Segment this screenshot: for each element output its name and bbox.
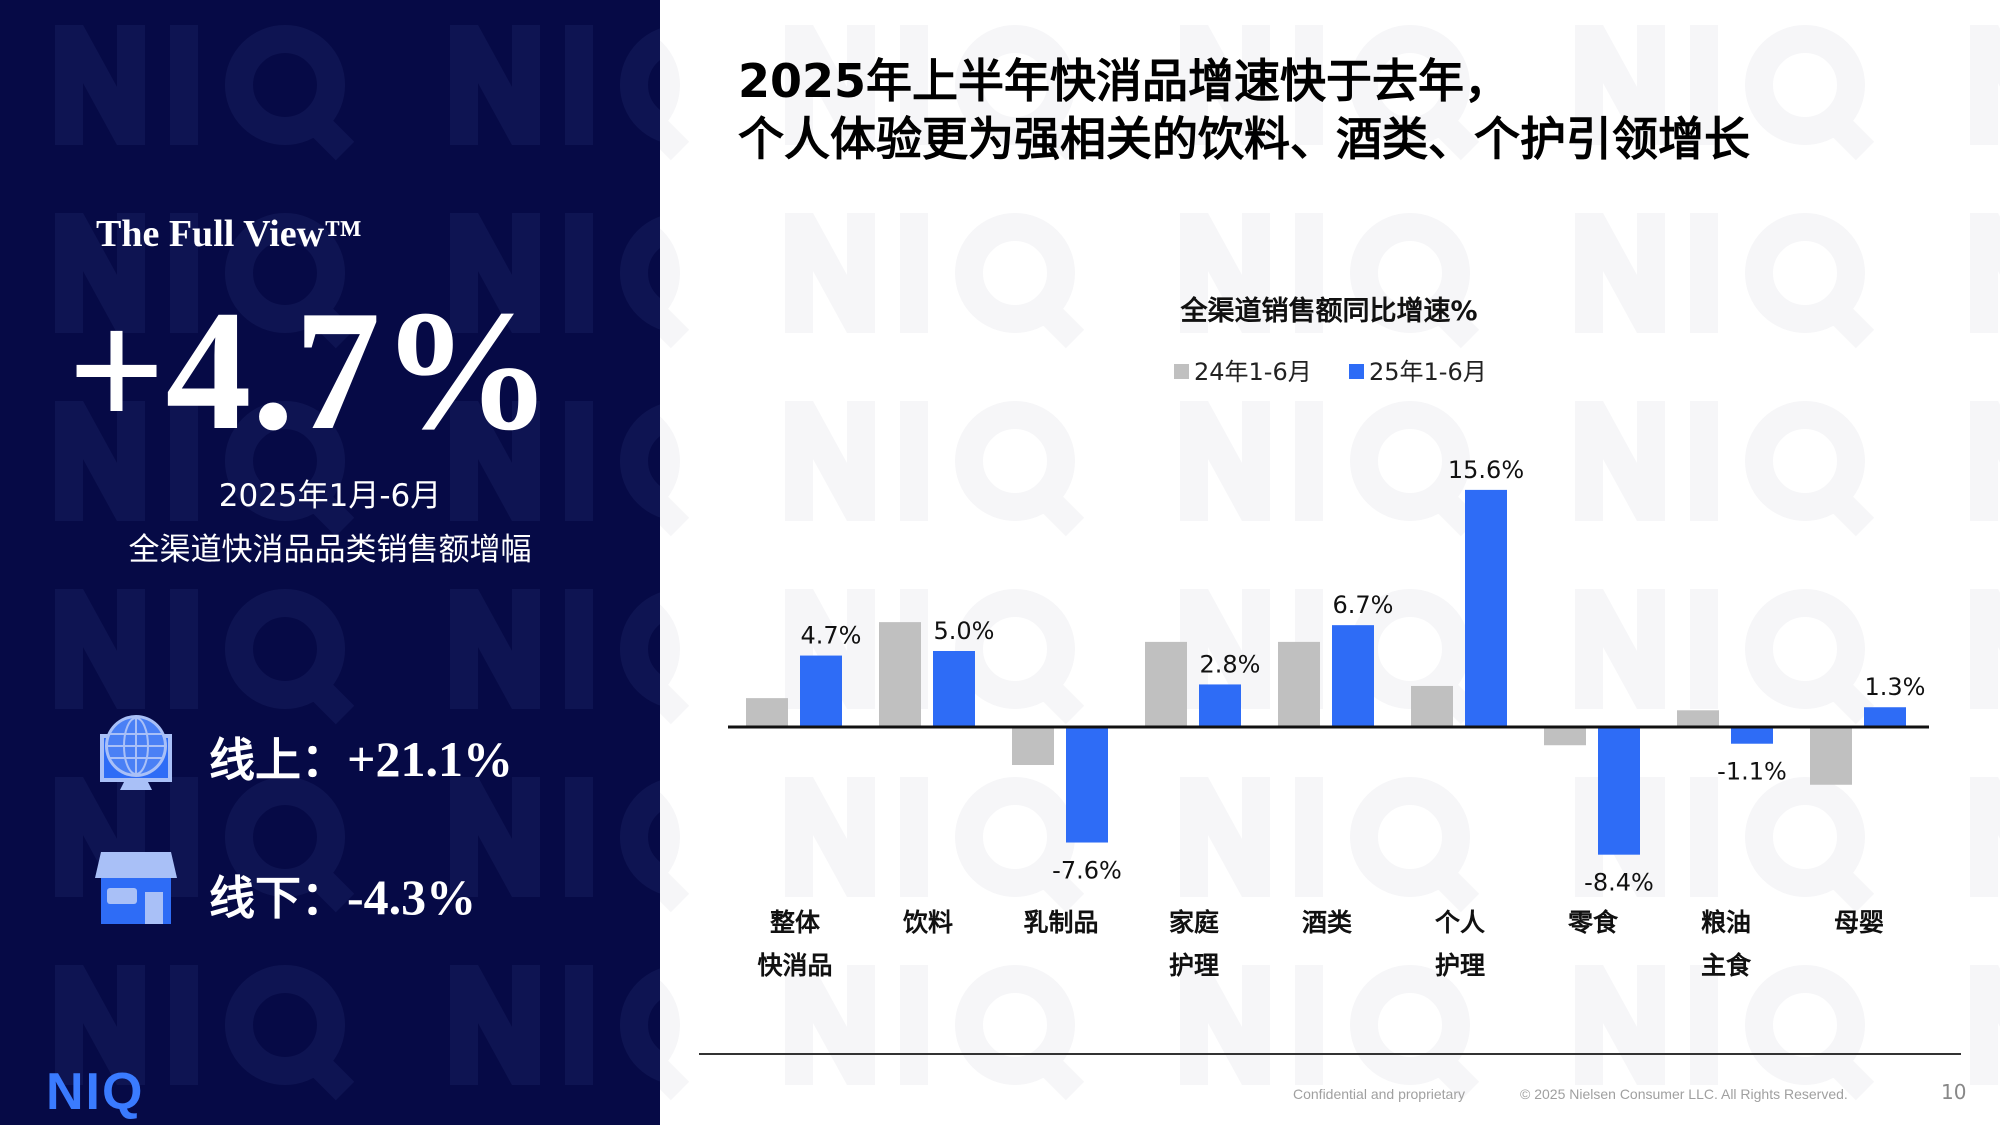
bar [1066, 727, 1108, 843]
legend-label: 24年1-6月 [1194, 358, 1312, 386]
data-label: 6.7% [1333, 591, 1394, 619]
bar [1544, 727, 1586, 746]
online-label: 线上： [209, 733, 347, 787]
data-label: 2.8% [1200, 650, 1261, 678]
category-label: 快消品 [757, 951, 832, 980]
legend-label: 25年1-6月 [1369, 358, 1487, 386]
headline-value: +4.7% [67, 276, 553, 466]
category-label: 护理 [1169, 951, 1219, 980]
footer-divider [699, 1053, 1961, 1055]
category-label: 饮料 [902, 908, 953, 937]
bar [1145, 641, 1187, 727]
niq-logo: NIQ [46, 1063, 145, 1121]
category-label: 整体 [770, 908, 821, 937]
category-label: 护理 [1435, 951, 1485, 980]
bar [1731, 727, 1773, 744]
category-label: 粮油 [1701, 908, 1751, 937]
chart-title: 全渠道销售额同比增速% [1179, 295, 1477, 327]
slide-title: 2025年上半年快消品增速快于去年， 个人体验更为强相关的饮料、酒类、个护引领增… [738, 52, 1750, 168]
brand-heading: The Full View™ [96, 213, 363, 255]
data-label: -7.6% [1052, 857, 1122, 885]
bar [746, 698, 788, 727]
online-value: +21.1% [347, 731, 513, 787]
left-panel: The Full View™ +4.7% 2025年1月-6月 全渠道快消品品类… [0, 0, 660, 1125]
title-line-2: 个人体验更为强相关的饮料、酒类、个护引领增长 [738, 112, 1750, 166]
bar [1199, 684, 1241, 727]
bar [1411, 685, 1453, 727]
data-label: -8.4% [1584, 869, 1654, 897]
bar [1332, 625, 1374, 727]
category-label: 酒类 [1302, 908, 1353, 937]
footer-confidential: Confidential and proprietary [1293, 1086, 1465, 1102]
category-label: 主食 [1701, 951, 1752, 980]
category-label: 个人 [1435, 908, 1485, 937]
bar [1465, 489, 1507, 727]
legend: 24年1-6月 25年1-6月 [1174, 358, 1487, 386]
period-label: 2025年1月-6月 [218, 478, 442, 514]
data-label: 15.6% [1448, 456, 1524, 484]
data-label: 1.3% [1865, 673, 1926, 701]
page-number: 10 [1941, 1080, 1967, 1104]
storefront-icon [95, 852, 177, 924]
bar [1864, 707, 1906, 727]
category-label: 母婴 [1834, 908, 1884, 937]
bar [1012, 727, 1054, 765]
bar [879, 622, 921, 727]
bar [933, 651, 975, 727]
category-label: 家庭 [1169, 908, 1219, 937]
globe-monitor-icon [100, 715, 172, 790]
title-line-1: 2025年上半年快消品增速快于去年， [738, 54, 1511, 108]
data-label: 5.0% [934, 617, 995, 645]
description-label: 全渠道快消品品类销售额增幅 [128, 532, 532, 568]
legend-swatch [1174, 364, 1189, 379]
offline-label: 线下： [209, 871, 347, 925]
chart-panel: 2025年上半年快消品增速快于去年， 个人体验更为强相关的饮料、酒类、个护引领增… [660, 0, 2000, 1125]
data-label: -1.1% [1717, 758, 1787, 786]
offline-value: -4.3% [347, 869, 477, 925]
bar [1677, 710, 1719, 727]
category-label: 乳制品 [1023, 908, 1098, 937]
legend-swatch [1349, 364, 1364, 379]
bar [1810, 727, 1852, 785]
offline-growth: 线下：-4.3% [209, 862, 476, 928]
footer-copyright: © 2025 Nielsen Consumer LLC. All Rights … [1520, 1086, 1848, 1102]
bar [1598, 727, 1640, 855]
category-label: 零食 [1567, 908, 1619, 937]
bar [1278, 641, 1320, 727]
bar [800, 655, 842, 727]
online-growth: 线上：+21.1% [209, 724, 513, 790]
data-label: 4.7% [801, 622, 862, 650]
